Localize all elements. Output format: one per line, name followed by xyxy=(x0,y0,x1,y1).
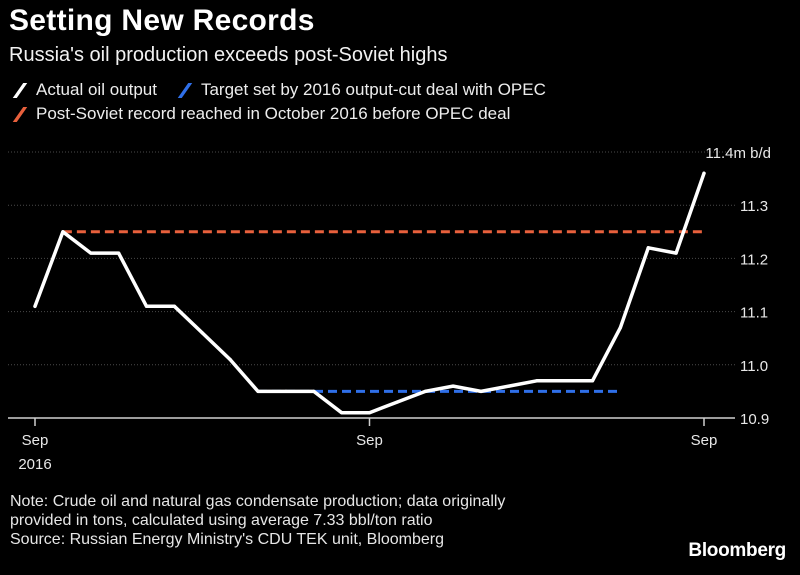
legend-label: Target set by 2016 output-cut deal with … xyxy=(200,80,546,99)
x-tick-label: Sep xyxy=(691,432,718,449)
data-point xyxy=(395,400,399,404)
data-point xyxy=(563,379,567,383)
legend-item-post-soviet-record: Post-Soviet record reached in October 20… xyxy=(12,104,511,124)
data-point xyxy=(479,389,483,393)
legend-item-actual-output: Actual oil output xyxy=(12,80,157,100)
y-tick-label: 11.1 xyxy=(740,305,768,322)
chart-note: Note: Crude oil and natural gas condensa… xyxy=(10,492,505,549)
data-point xyxy=(590,379,595,383)
source-line: Source: Russian Energy Ministry's CDU TE… xyxy=(10,531,445,548)
data-point xyxy=(367,411,372,415)
note-line: provided in tons, calculated using avera… xyxy=(10,512,433,529)
bloomberg-logo: Bloomberg xyxy=(688,540,786,561)
data-point xyxy=(618,325,622,330)
series-line-actual-output xyxy=(33,171,706,415)
data-point xyxy=(172,304,176,308)
data-point xyxy=(61,230,65,234)
legend-label: Actual oil output xyxy=(36,80,157,99)
data-point xyxy=(144,304,149,308)
data-point xyxy=(535,379,539,383)
data-point xyxy=(340,411,344,415)
data-point xyxy=(284,389,288,393)
legend-row-1: Actual oil output Target set by 2016 out… xyxy=(12,80,568,100)
data-point xyxy=(33,304,37,308)
y-tick-label: 10.9 xyxy=(740,411,769,428)
x-tick-label: Sep xyxy=(356,432,383,449)
note-line: Note: Crude oil and natural gas condensa… xyxy=(10,493,506,510)
data-point xyxy=(256,389,260,393)
data-point xyxy=(451,384,455,388)
legend-row-2: Post-Soviet record reached in October 20… xyxy=(12,104,532,124)
x-tick-label: Sep xyxy=(22,432,49,449)
data-point xyxy=(228,357,232,362)
legend-label: Post-Soviet record reached in October 20… xyxy=(36,104,511,123)
x-tick-sublabel: 2016 xyxy=(18,456,51,473)
y-tick-label: 11.3 xyxy=(740,198,768,215)
data-point xyxy=(507,384,511,388)
y-tick-label: 11.4m b/d xyxy=(705,145,771,162)
chart-subtitle: Russia's oil production exceeds post-Sov… xyxy=(9,44,448,66)
data-point xyxy=(674,251,678,255)
legend-item-opec-target: Target set by 2016 output-cut deal with … xyxy=(177,80,546,100)
data-point xyxy=(89,251,93,255)
y-tick-label: 11.0 xyxy=(740,358,768,375)
data-point xyxy=(702,171,706,175)
data-point xyxy=(646,246,650,250)
data-point xyxy=(117,251,121,255)
data-point xyxy=(423,389,427,393)
y-tick-label: 11.2 xyxy=(740,251,768,268)
data-point xyxy=(200,331,204,335)
chart-title: Setting New Records xyxy=(9,4,315,37)
data-point xyxy=(312,389,316,393)
